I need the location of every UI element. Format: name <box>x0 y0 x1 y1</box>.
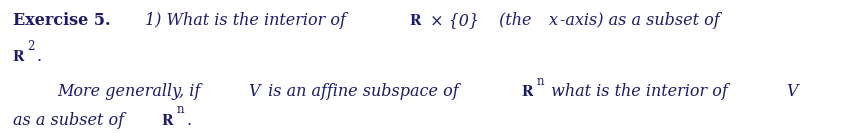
Text: 2: 2 <box>28 40 35 53</box>
Text: R: R <box>521 85 533 99</box>
Text: R: R <box>162 114 173 128</box>
Text: V: V <box>249 83 260 100</box>
Text: is an affine subspace of: is an affine subspace of <box>264 83 464 100</box>
Text: -axis) as a subset of: -axis) as a subset of <box>560 12 720 29</box>
Text: 1) What is the interior of: 1) What is the interior of <box>145 12 350 29</box>
Text: n: n <box>537 75 544 88</box>
Text: .: . <box>186 112 192 129</box>
Text: n: n <box>177 103 185 116</box>
Text: Exercise 5.: Exercise 5. <box>13 12 110 29</box>
Text: R: R <box>13 50 24 64</box>
Text: as a subset of: as a subset of <box>13 112 128 129</box>
Text: × {0}: × {0} <box>425 12 479 29</box>
Text: .: . <box>37 48 42 65</box>
Text: (the: (the <box>494 12 537 29</box>
Text: what is the interior of: what is the interior of <box>546 83 733 100</box>
Text: x: x <box>549 12 557 29</box>
Text: V: V <box>786 83 798 100</box>
Text: More generally, if: More generally, if <box>57 83 206 100</box>
Text: R: R <box>409 14 421 28</box>
